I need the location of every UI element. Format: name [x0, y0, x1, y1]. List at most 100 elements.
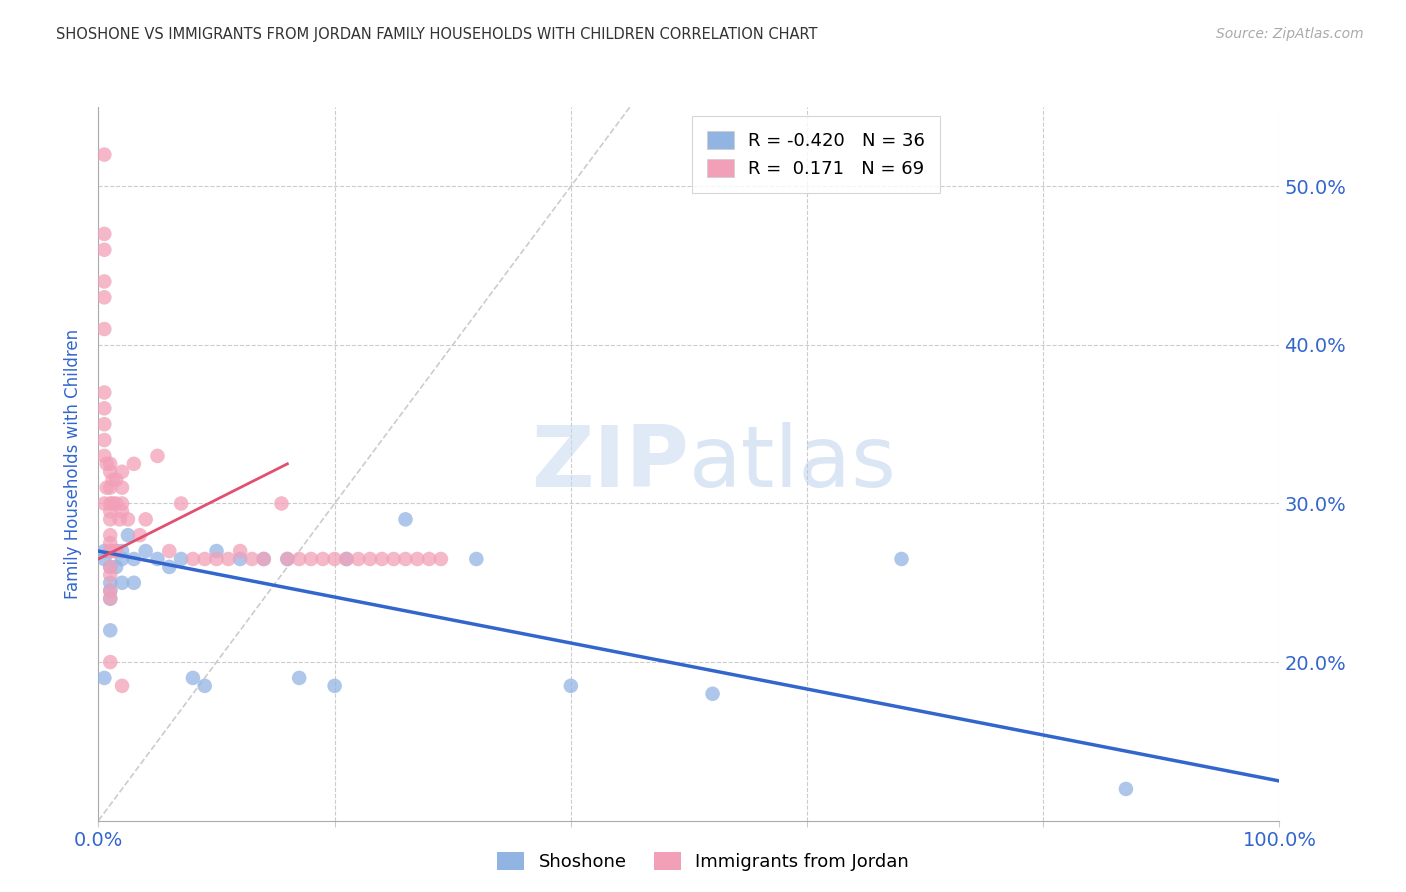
- Point: [205, 544, 228, 558]
- Point: [406, 552, 429, 566]
- Point: [170, 496, 193, 510]
- Point: [93, 147, 115, 161]
- Point: [229, 552, 252, 566]
- Point: [240, 552, 263, 566]
- Point: [111, 481, 134, 495]
- Point: [111, 504, 134, 518]
- Point: [1115, 781, 1137, 796]
- Point: [98, 536, 121, 550]
- Point: [111, 679, 134, 693]
- Point: [101, 544, 124, 558]
- Point: [111, 575, 134, 590]
- Point: [98, 624, 121, 638]
- Point: [394, 552, 416, 566]
- Point: [111, 465, 134, 479]
- Point: [382, 552, 405, 566]
- Point: [108, 512, 131, 526]
- Point: [98, 591, 121, 606]
- Point: [205, 552, 228, 566]
- Point: [96, 481, 118, 495]
- Point: [93, 496, 115, 510]
- Point: [117, 512, 139, 526]
- Text: ZIP: ZIP: [531, 422, 689, 506]
- Point: [181, 552, 204, 566]
- Point: [122, 575, 145, 590]
- Point: [98, 504, 121, 518]
- Point: [170, 552, 193, 566]
- Point: [105, 496, 128, 510]
- Point: [111, 544, 134, 558]
- Point: [105, 544, 128, 558]
- Point: [105, 544, 128, 558]
- Point: [98, 544, 121, 558]
- Point: [359, 552, 381, 566]
- Point: [98, 512, 121, 526]
- Point: [98, 496, 121, 510]
- Point: [105, 560, 128, 574]
- Point: [122, 457, 145, 471]
- Point: [93, 671, 115, 685]
- Point: [288, 671, 311, 685]
- Point: [146, 449, 169, 463]
- Point: [98, 481, 121, 495]
- Point: [105, 473, 128, 487]
- Point: [418, 552, 440, 566]
- Point: [157, 544, 180, 558]
- Point: [394, 512, 416, 526]
- Point: [253, 552, 276, 566]
- Point: [93, 275, 115, 289]
- Point: [323, 552, 346, 566]
- Point: [299, 552, 322, 566]
- Point: [702, 687, 724, 701]
- Point: [312, 552, 335, 566]
- Y-axis label: Family Households with Children: Family Households with Children: [65, 329, 83, 599]
- Point: [93, 544, 115, 558]
- Point: [98, 583, 121, 598]
- Point: [101, 473, 124, 487]
- Point: [93, 243, 115, 257]
- Point: [135, 512, 157, 526]
- Point: [98, 465, 121, 479]
- Point: [465, 552, 488, 566]
- Point: [157, 560, 180, 574]
- Point: [98, 544, 121, 558]
- Point: [560, 679, 582, 693]
- Point: [98, 560, 121, 574]
- Point: [96, 457, 118, 471]
- Point: [93, 449, 115, 463]
- Point: [93, 433, 115, 447]
- Text: Source: ZipAtlas.com: Source: ZipAtlas.com: [1216, 27, 1364, 41]
- Point: [111, 496, 134, 510]
- Point: [93, 401, 115, 416]
- Point: [93, 385, 115, 400]
- Point: [288, 552, 311, 566]
- Point: [181, 671, 204, 685]
- Point: [194, 679, 217, 693]
- Point: [98, 560, 121, 574]
- Point: [98, 575, 121, 590]
- Point: [111, 552, 134, 566]
- Point: [98, 567, 121, 582]
- Point: [276, 552, 298, 566]
- Point: [335, 552, 357, 566]
- Point: [98, 655, 121, 669]
- Point: [93, 552, 115, 566]
- Point: [430, 552, 453, 566]
- Point: [229, 544, 252, 558]
- Point: [98, 457, 121, 471]
- Point: [98, 583, 121, 598]
- Text: atlas: atlas: [689, 422, 897, 506]
- Point: [93, 417, 115, 432]
- Point: [135, 544, 157, 558]
- Point: [122, 552, 145, 566]
- Point: [101, 496, 124, 510]
- Point: [253, 552, 276, 566]
- Legend: R = -0.420   N = 36, R =  0.171   N = 69: R = -0.420 N = 36, R = 0.171 N = 69: [692, 116, 939, 193]
- Point: [93, 227, 115, 241]
- Point: [890, 552, 912, 566]
- Point: [323, 679, 346, 693]
- Point: [93, 290, 115, 304]
- Point: [98, 528, 121, 542]
- Legend: Shoshone, Immigrants from Jordan: Shoshone, Immigrants from Jordan: [489, 845, 917, 879]
- Point: [98, 591, 121, 606]
